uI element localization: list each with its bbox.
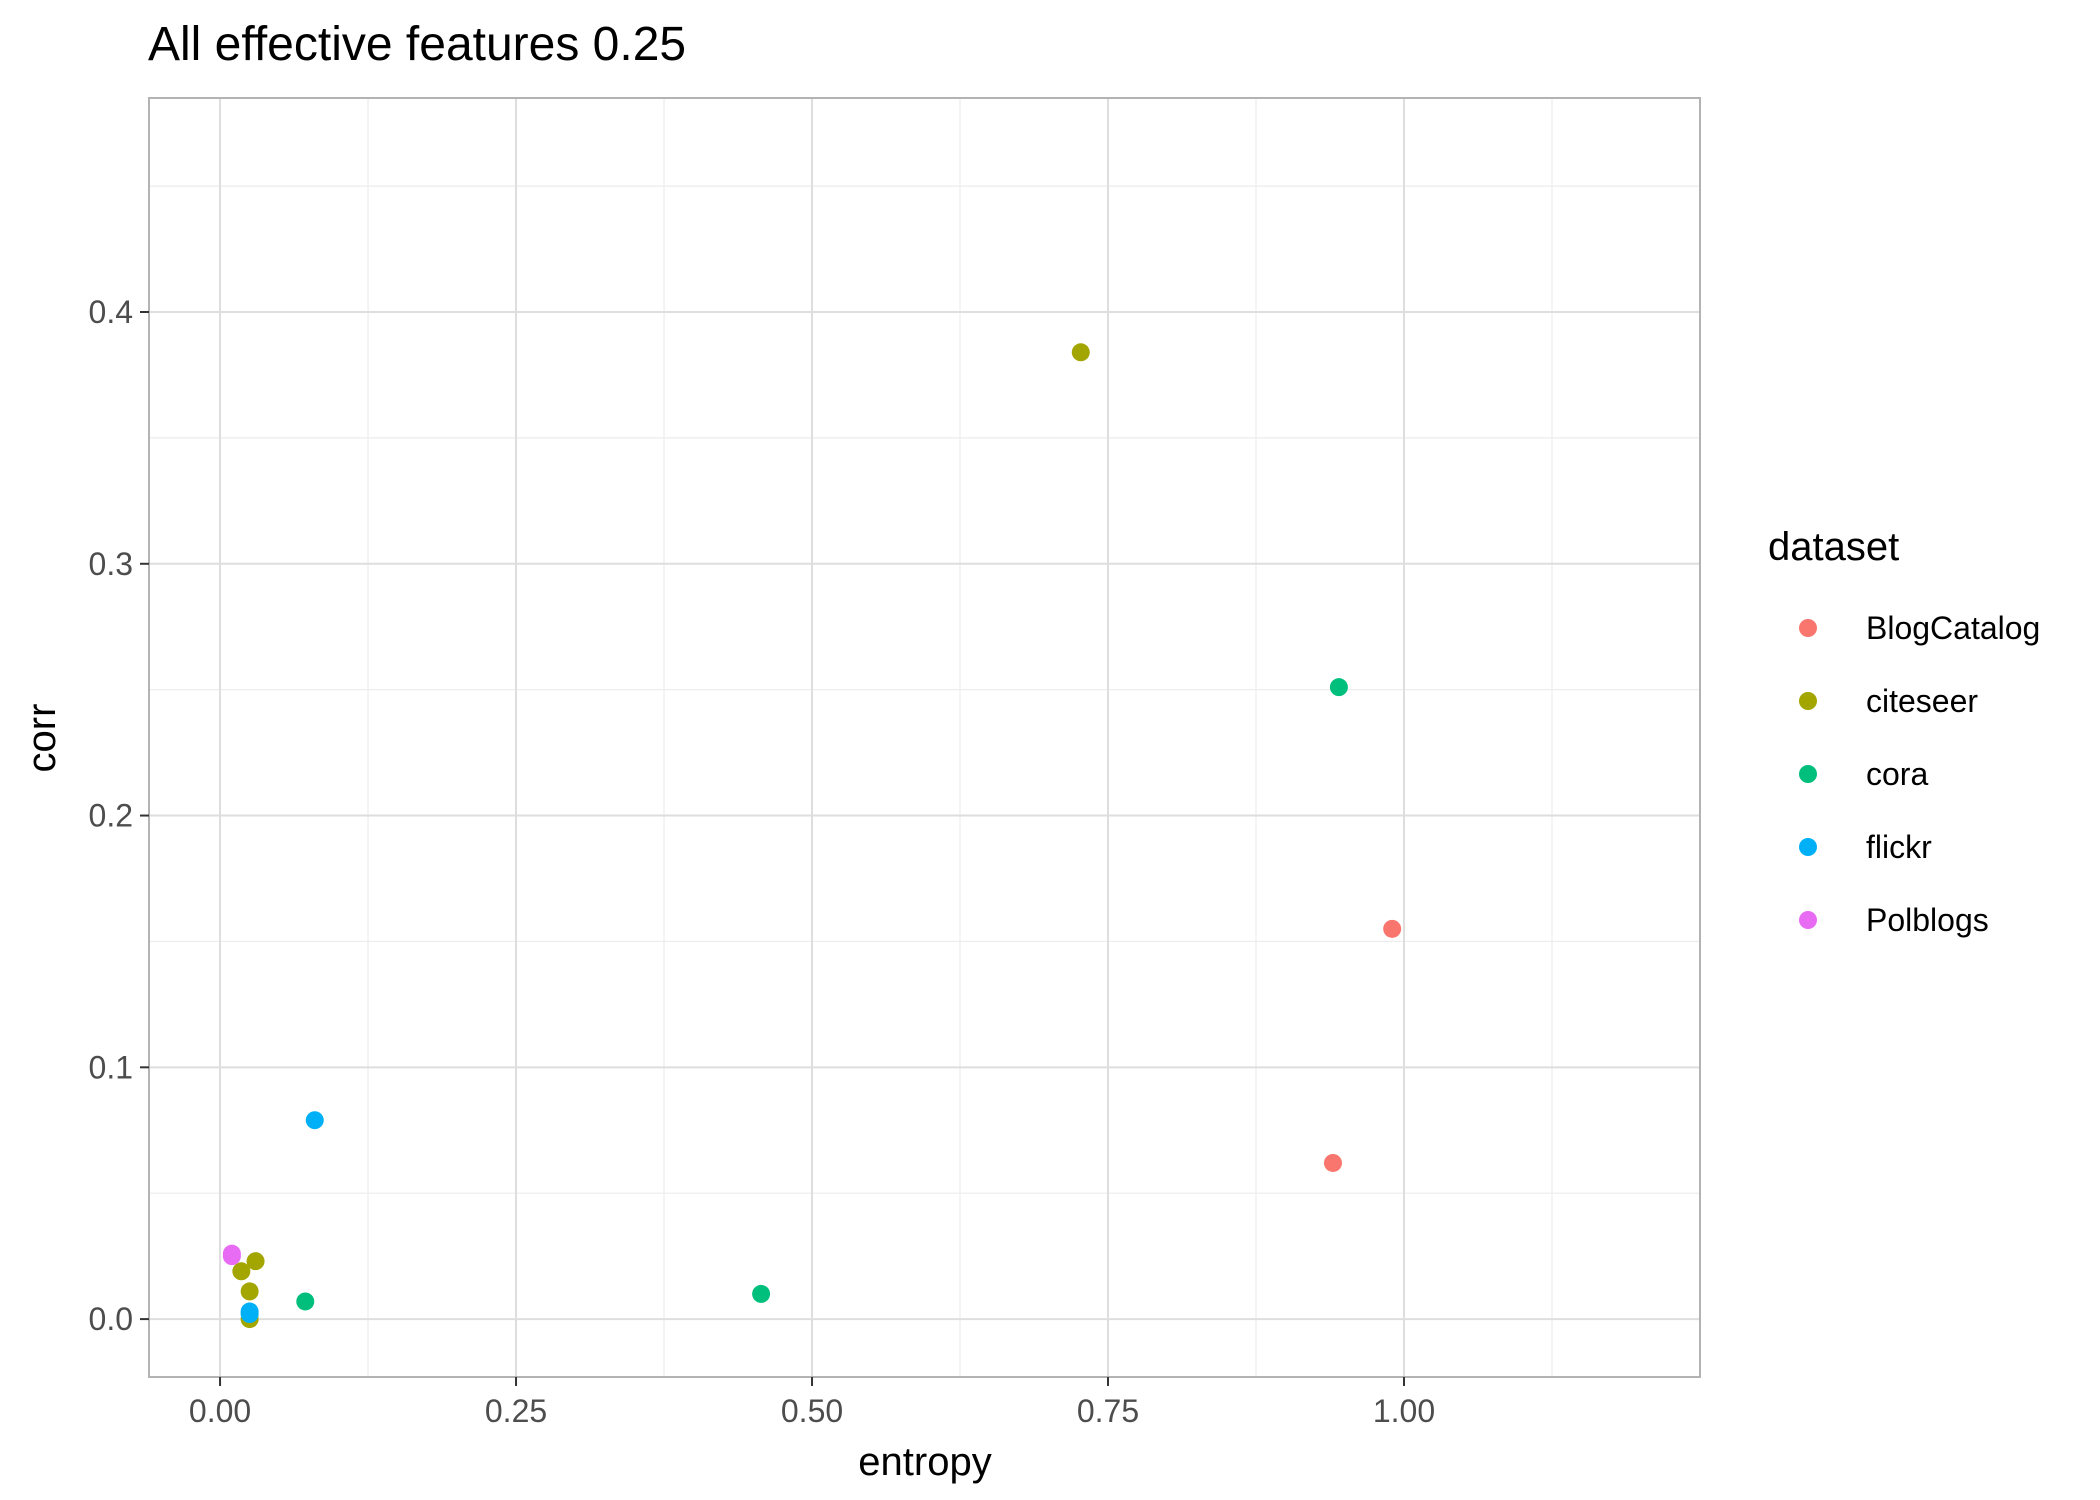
data-point-citeseer [246, 1252, 265, 1271]
legend-key-polblogs [1799, 911, 1817, 929]
data-point-cora [296, 1292, 315, 1311]
data-points [222, 343, 1402, 1329]
x-tick-label: 0.00 [189, 1393, 251, 1429]
legend-label-flickr: flickr [1866, 829, 1932, 865]
data-point-citeseer [232, 1262, 251, 1281]
legend-label-cora: cora [1866, 756, 1928, 792]
y-axis-title: corr [20, 704, 64, 773]
data-point-blogcatalog [1383, 919, 1402, 938]
x-tick-label: 0.50 [781, 1393, 843, 1429]
y-tick-label: 0.3 [89, 546, 133, 582]
legend-key-cora [1799, 765, 1817, 783]
legend: dataset BlogCatalog citeseer cora flickr Pol… [1768, 525, 2040, 938]
data-point-cora [1329, 678, 1348, 697]
data-point-polblogs [222, 1247, 241, 1266]
data-point-citeseer [240, 1282, 259, 1301]
y-tick-label: 0.4 [89, 294, 133, 330]
y-tick-label: 0.1 [89, 1049, 133, 1085]
grid [149, 98, 1700, 1377]
y-axis-ticks: 0.0 0.1 0.2 0.3 0.4 [89, 294, 149, 1337]
legend-key-blogcatalog [1799, 619, 1817, 637]
legend-key-flickr [1799, 838, 1817, 856]
chart-title: All effective features 0.25 [148, 18, 686, 71]
x-axis-title: entropy [858, 1440, 991, 1484]
legend-items: BlogCatalog citeseer cora flickr Polblogs [1799, 610, 2040, 938]
legend-title: dataset [1768, 525, 1899, 569]
y-tick-label: 0.2 [89, 798, 133, 834]
legend-key-citeseer [1799, 692, 1817, 710]
y-tick-label: 0.0 [89, 1301, 133, 1337]
x-tick-label: 0.25 [485, 1393, 547, 1429]
x-tick-label: 0.75 [1077, 1393, 1139, 1429]
data-point-cora [752, 1284, 771, 1303]
x-axis-ticks: 0.00 0.25 0.50 0.75 1.00 [189, 1377, 1435, 1429]
data-point-flickr [305, 1111, 324, 1130]
legend-label-blogcatalog: BlogCatalog [1866, 610, 2040, 646]
data-point-flickr [240, 1305, 259, 1324]
data-point-blogcatalog [1323, 1153, 1342, 1172]
legend-label-polblogs: Polblogs [1866, 902, 1989, 938]
data-point-citeseer [1071, 343, 1090, 362]
legend-label-citeseer: citeseer [1866, 683, 1978, 719]
plot-panel-border [148, 97, 1701, 1378]
x-tick-label: 1.00 [1373, 1393, 1435, 1429]
